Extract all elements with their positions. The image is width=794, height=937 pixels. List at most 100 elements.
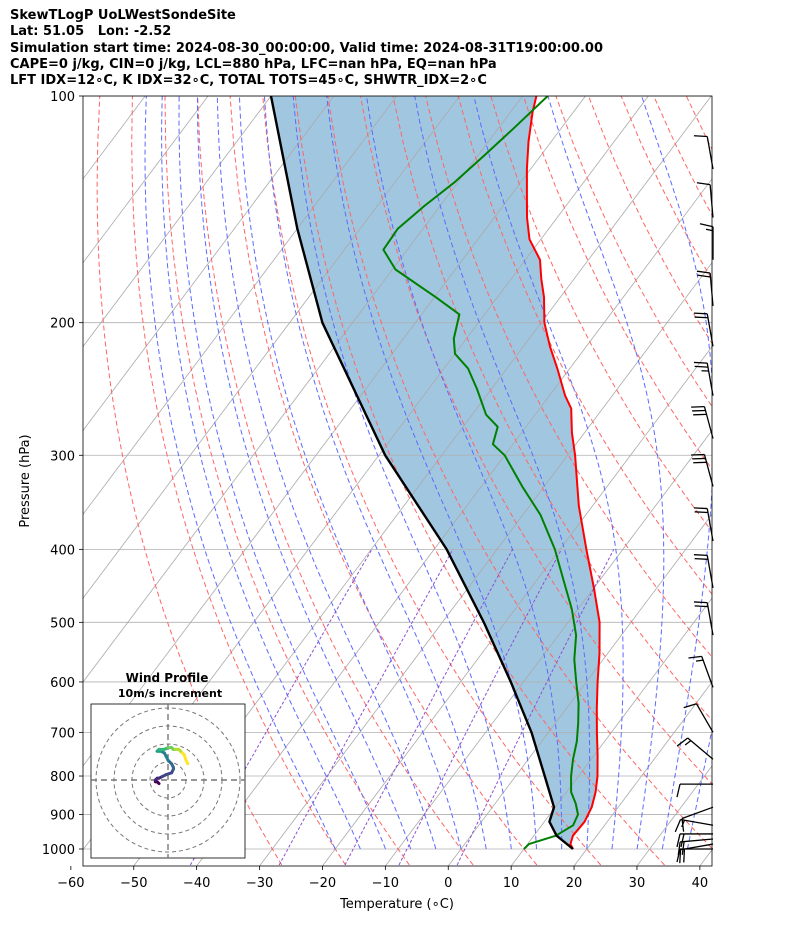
y-tick-label: 800 [50,770,75,785]
isotherm-line [83,96,398,515]
wind-barb-flag [696,270,711,274]
y-tick-label: 200 [50,317,75,332]
wind-barb-staff [701,656,714,688]
moist-adiabat-line [686,727,712,850]
dry-adiabat-line [360,96,712,785]
wind-barb [699,223,714,260]
wind-barb-flag [688,655,702,659]
y-axis-label: Pressure (hPa) [18,434,33,527]
wind-barb-flag [683,849,686,863]
y-tick-label: 100 [50,90,75,105]
isotherm-line [699,849,712,866]
wind-barb [691,405,714,439]
wind-barb-staff [703,454,714,487]
wind-barb [696,182,714,218]
wind-barb-staff [703,406,714,439]
dry-adiabat-line [229,96,538,866]
wind-barb-flag [676,783,681,798]
wind-barb-flag [694,511,708,514]
dry-adiabat-line [96,96,283,866]
wind-barb-flag [681,818,685,832]
wind-barb [679,843,714,864]
title-stability: CAPE=0 j/kg, CIN=0 j/kg, LCL=880 hPa, LF… [10,56,497,72]
wind-barb-staff [681,806,714,820]
wind-barb [683,703,714,733]
isotherm-line [385,429,712,866]
wind-barb-flag [683,703,697,709]
dry-adiabat-line [751,96,794,865]
wind-barb-flag [680,833,685,848]
x-axis-label: Temperature (∘C) [339,897,454,912]
x-tick-label: 10 [503,876,520,891]
y-tick-label: 900 [50,809,75,824]
moist-adiabat-line [196,96,412,850]
dry-adiabat-line [522,96,712,470]
wind-barb-flag [693,361,708,364]
dry-adiabat-line [620,96,712,281]
wind-barb [676,783,713,798]
wind-barb-flag [677,841,681,856]
dry-adiabat-line [457,96,712,595]
wind-barb-flag [693,554,708,557]
wind-barb [677,838,714,856]
mixing-ratio-line [344,549,513,866]
wind-barb-flag [699,223,714,228]
dry-adiabat-line [392,96,712,721]
wind-barb [693,507,714,542]
dewpoint-profile-line [382,96,580,850]
isotherm-line [83,96,523,683]
isotherm-line [447,513,712,866]
wind-barb-flag [694,365,708,368]
wind-barb-staff [706,602,714,636]
dry-adiabat-line [294,96,665,866]
y-tick-label: 400 [50,543,75,558]
x-tick-label: −40 [183,876,210,891]
wind-barb [691,453,714,487]
wind-barb-staff [706,136,714,170]
x-tick-label: −50 [120,876,147,891]
wind-barb-flag [696,182,711,186]
wind-barb-staff [680,838,714,843]
dry-adiabat-line [131,96,347,866]
isotherm-line [573,681,712,866]
wind-barb-staff [680,818,714,826]
wind-barb-flag [676,848,681,863]
title-times: Simulation start time: 2024-08-30_00:00:… [10,40,603,56]
isotherm-line [259,262,712,866]
x-tick-label: 20 [566,876,583,891]
hodograph-title: Wind Profile [126,671,209,685]
wind-barb [676,737,714,760]
moist-adiabat-line [414,96,591,850]
moist-adiabat-line [161,96,361,850]
moist-adiabat-line [178,96,386,850]
y-tick-label: 1000 [42,843,75,858]
moist-adiabat-line [238,96,462,850]
hodograph-trace-segment [184,758,190,766]
dry-adiabat-line [262,96,602,866]
wind-barb [693,601,714,636]
wind-barb-flag [679,849,682,864]
wind-barb-flag [681,841,685,855]
wind-barb [688,655,714,688]
wind-barb-flag [676,737,689,747]
y-tick-label: 500 [50,616,75,631]
wind-barb [693,361,714,396]
moist-adiabat-line [738,96,794,849]
isotherm-line [83,96,335,432]
y-tick-label: 300 [50,449,75,464]
wind-barb-staff [695,703,714,733]
x-tick-label: −20 [309,876,336,891]
wind-barb-half-flag [684,740,692,746]
y-tick-label: 600 [50,676,75,691]
x-tick-label: −10 [372,876,399,891]
title-station: SkewTLogP UoLWestSondeSite [10,8,236,23]
wind-barbs [674,135,714,864]
wind-barb-flag [694,557,708,560]
wind-barb [676,833,713,848]
wind-barb [681,806,714,832]
wind-barb [693,135,714,170]
title-location: Lat: 51.05 Lon: -2.52 [10,24,172,40]
y-tick-label: 700 [50,726,75,741]
wind-barb-flag [693,135,708,138]
